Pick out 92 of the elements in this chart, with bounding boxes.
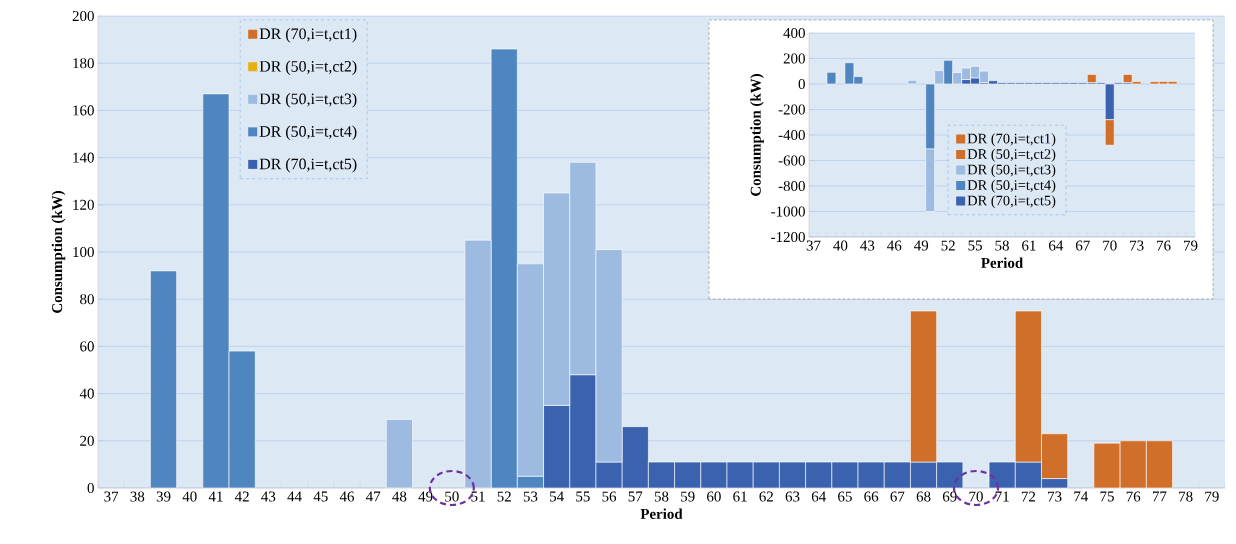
x-tick-label: 55 [576,491,590,502]
y-tick-label: 100 [73,246,94,258]
x-tick-label: 61 [733,491,747,502]
y-axis-title: Consumption (kW) [51,191,66,313]
y-tick-label: -1000 [771,206,805,217]
x-tick-label: 44 [287,491,302,502]
x-tick-label: 67 [1075,240,1090,251]
x-tick-label: 63 [785,491,800,502]
legend-label: DR (50,i=t,ct2) [967,148,1056,162]
legend-label: DR (70,i=t,ct5) [967,195,1056,209]
legend-label: DR (70,i=t,ct1) [259,27,357,43]
x-tick-label: 65 [838,491,852,502]
x-axis-title: Period [640,508,683,519]
y-tick-label: 160 [73,105,94,116]
x-tick-label: 52 [497,491,511,502]
x-tick-label: 53 [523,491,538,502]
legend-label: DR (50,i=t,ct3) [259,93,357,108]
x-tick-label: 60 [707,491,721,502]
x-tick-label: 59 [681,491,695,502]
y-tick-label: 20 [80,435,94,446]
y-tick-label: 0 [798,78,805,90]
x-tick-label: 78 [1179,491,1193,502]
y-axis-title: Consumption (kW) [750,74,764,196]
x-tick-label: 62 [759,491,773,502]
y-tick-label: 60 [80,341,94,352]
x-tick-label: 43 [860,240,875,251]
y-tick-label: -200 [778,104,805,115]
y-tick-label: 40 [79,388,94,399]
y-tick-label: 200 [783,53,805,64]
legend-label: DR (50,i=t,ct3) [967,164,1056,178]
x-axis-title: Period [981,257,1024,268]
legend-label: DR (70,i=t,ct1) [967,133,1056,147]
x-tick-label: 77 [1152,491,1167,502]
legend-label: DR (70,i=t,ct5) [259,158,357,173]
x-tick-label: 40 [833,240,848,251]
x-tick-label: 51 [471,491,485,502]
x-tick-label: 73 [1048,491,1062,502]
y-tick-label: 120 [73,199,94,210]
x-tick-label: 72 [1021,491,1036,502]
x-tick-label: 66 [864,491,879,502]
y-tick-label: 80 [80,294,94,305]
x-tick-label: 49 [914,240,929,251]
x-tick-label: 73 [1130,240,1144,251]
x-tick-label: 58 [654,491,669,502]
x-tick-label: 58 [995,240,1009,251]
x-tick-label: 45 [313,491,328,502]
x-tick-label: 48 [392,491,407,502]
x-tick-label: 69 [942,491,957,502]
x-tick-label: 41 [208,491,223,502]
x-tick-label: 76 [1157,240,1171,251]
x-tick-label: 64 [1049,240,1064,251]
x-tick-label: 79 [1184,240,1198,251]
x-tick-label: 39 [156,491,171,502]
x-tick-label: 42 [234,491,249,502]
x-tick-label: 43 [261,491,276,502]
x-tick-label: 52 [941,240,955,251]
legend-label: DR (50,i=t,ct4) [967,179,1056,193]
x-tick-label: 49 [418,491,433,502]
x-tick-label: 70 [969,491,983,502]
y-tick-label: 400 [783,27,805,39]
x-tick-label: 54 [550,491,564,502]
legend-label: DR (50,i=t,ct2) [259,60,357,75]
y-tick-label: -800 [778,180,805,192]
x-tick-label: 67 [890,491,905,502]
x-tick-label: 46 [887,240,902,251]
x-tick-label: 74 [1074,491,1089,502]
x-tick-label: 46 [339,491,355,502]
x-tick-label: 37 [806,240,821,251]
x-tick-label: 56 [602,491,617,502]
x-tick-label: 79 [1205,491,1219,502]
x-tick-label: 40 [182,491,197,502]
y-tick-label: 180 [73,58,94,69]
x-tick-label: 38 [130,491,145,502]
x-tick-label: 64 [811,491,826,502]
x-tick-label: 55 [968,240,982,251]
x-tick-label: 61 [1022,240,1036,251]
x-tick-label: 50 [445,491,459,502]
x-tick-label: 68 [916,491,931,502]
y-tick-label: 0 [87,482,94,494]
x-tick-label: 37 [104,491,119,502]
y-tick-label: 140 [73,152,94,163]
x-tick-label: 70 [1103,240,1117,251]
x-tick-label: 71 [995,491,1009,502]
y-tick-label: -400 [778,129,805,141]
y-tick-label: -1200 [771,231,805,243]
y-tick-label: 200 [72,10,94,22]
y-tick-label: -600 [778,155,805,166]
x-tick-label: 76 [1126,491,1141,502]
x-tick-label: 57 [628,491,643,502]
x-tick-label: 75 [1100,491,1114,502]
legend-label: DR (50,i=t,ct4) [259,125,357,141]
x-tick-label: 47 [366,491,381,502]
